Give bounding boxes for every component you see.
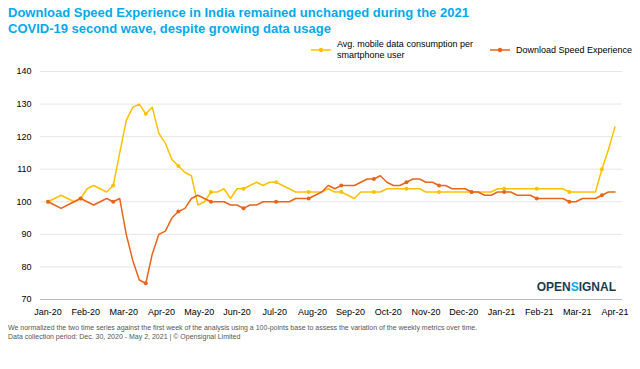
svg-text:Jan-21: Jan-21 [488,307,516,317]
svg-text:Feb-20: Feb-20 [72,307,101,317]
svg-text:Feb-21: Feb-21 [525,307,554,317]
svg-text:Aug-20: Aug-20 [298,307,327,317]
svg-text:Nov-20: Nov-20 [411,307,440,317]
svg-text:110: 110 [17,164,31,174]
html-text:Data collection period: Dec. 3: Data collection period: Dec. 30, 2020 - … [8,333,241,340]
svg-text:Sep-20: Sep-20 [336,307,365,317]
html-text:Download Speed Experience in I: Download Speed Experience in India remai… [8,5,469,36]
svg-text:Jul-20: Jul-20 [263,307,288,317]
svg-text:Mar-20: Mar-20 [109,307,138,317]
svg-text:May-20: May-20 [184,307,214,317]
svg-text:80: 80 [21,262,31,272]
svg-text:70: 70 [21,294,31,304]
html-text:Avg. mobile data consumption p: Avg. mobile data consumption per smartph… [337,39,473,60]
svg-text:130: 130 [16,99,31,109]
svg-text:Apr-20: Apr-20 [148,307,175,317]
svg-text:120: 120 [16,132,31,142]
svg-text:Jan-20: Jan-20 [34,307,62,317]
svg-text:90: 90 [21,229,31,239]
svg-text:Oct-20: Oct-20 [375,307,402,317]
svg-text:OPENSIGNAL: OPENSIGNAL [537,280,616,294]
svg-text:Apr-21: Apr-21 [601,307,628,317]
svg-text:Jun-20: Jun-20 [223,307,251,317]
html-text:We normalized the two time ser: We normalized the two time series agains… [8,324,478,331]
svg-text:100: 100 [16,197,31,207]
svg-text:140: 140 [16,66,31,76]
html-text:Download Speed Experience: Download Speed Experience [515,44,632,55]
svg-text:Dec-20: Dec-20 [449,307,478,317]
svg-text:Mar-21: Mar-21 [563,307,592,317]
